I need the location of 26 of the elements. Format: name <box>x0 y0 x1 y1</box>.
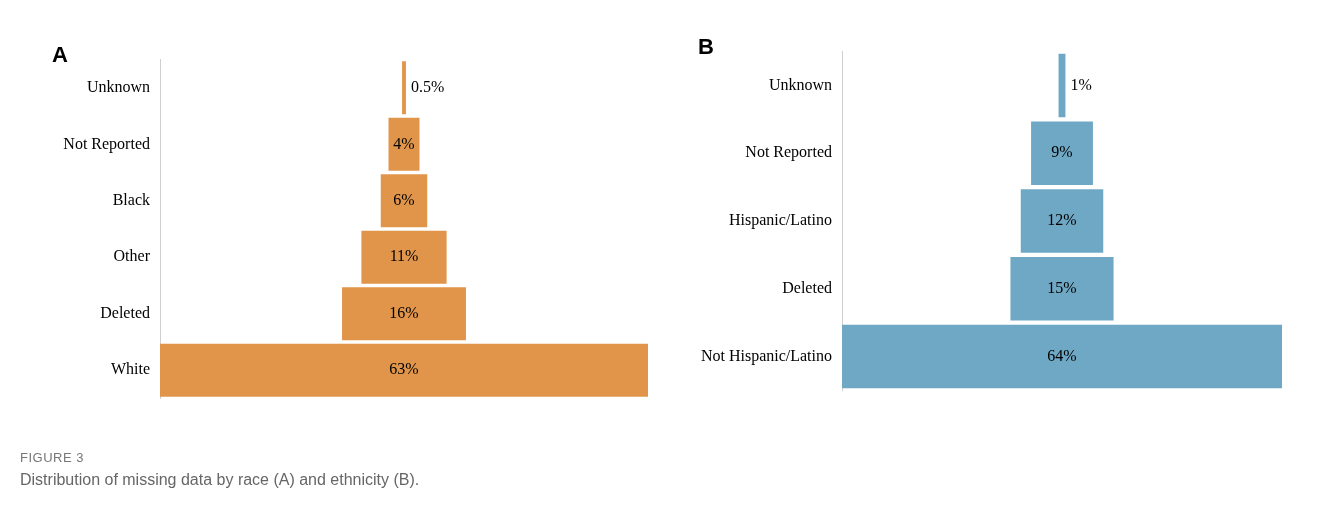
category-label: Not Reported <box>745 143 832 162</box>
category-label: Other <box>113 247 151 265</box>
data-label: 16% <box>389 303 419 321</box>
data-label: 11% <box>389 247 419 265</box>
category-label: Deleted <box>782 278 832 296</box>
category-label: Hispanic/Latino <box>728 211 832 230</box>
data-label: 15% <box>1047 278 1077 296</box>
data-label: 9% <box>1051 143 1073 161</box>
category-label: Unknown <box>86 78 150 96</box>
data-label: 63% <box>389 360 419 378</box>
text: B <box>698 34 714 60</box>
text: Distribution of missing data by race (A) and ethnicity (B). <box>20 471 420 489</box>
data-label: 0.5% <box>410 78 445 96</box>
category-label: Deleted <box>100 303 150 321</box>
category-label: Black <box>112 190 150 208</box>
category-label: Not Hispanic/Latino <box>700 346 832 365</box>
category-label: White <box>110 360 150 378</box>
caption: FIGURE 3 <box>20 450 84 465</box>
data-label: 64% <box>1047 346 1077 364</box>
category-label: Not Reported <box>63 134 150 153</box>
data-label: 6% <box>393 190 415 208</box>
text: A <box>52 42 68 68</box>
data-label: 1% <box>1070 75 1092 93</box>
data-label: 12% <box>1047 211 1077 229</box>
data-label: 4% <box>393 134 415 152</box>
category-label: Unknown <box>768 75 832 93</box>
